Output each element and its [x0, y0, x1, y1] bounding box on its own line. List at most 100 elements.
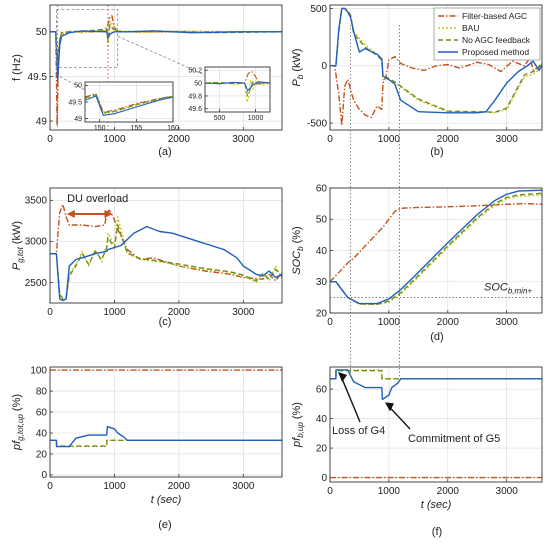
y-axis-label: f (Hz) — [11, 54, 23, 81]
x-tick-label: 3000 — [496, 134, 519, 145]
panel-d: 0 1000 2000 3000 20 30 40 50 60 SOCb (%) (d) SOCb,m… — [291, 183, 543, 343]
x-tick-label: 3000 — [496, 317, 519, 328]
y-tick-label: 49.6 — [188, 106, 202, 113]
y-tick-label: 50 — [36, 27, 48, 38]
x-tick-label: 1000 — [103, 134, 126, 145]
y-tick-label: 49.5 — [28, 72, 48, 83]
series-line-no_agc — [205, 81, 270, 97]
x-tick-label: 2000 — [168, 134, 191, 145]
y-tick-label: 49.8 — [188, 93, 202, 100]
y-tick-label: 60 — [316, 183, 328, 194]
series-line-proposed — [50, 30, 282, 82]
y-tick-label: 40 — [316, 246, 328, 257]
x-tick-label: 2000 — [437, 317, 460, 328]
x-axis-label: t (sec) — [151, 494, 182, 506]
y-axis-label: Pg,tot (kW) — [11, 221, 25, 270]
x-tick-label: 1000 — [378, 134, 401, 145]
y-tick-label: 3000 — [25, 237, 48, 248]
x-tick-label: 1000 — [378, 317, 401, 328]
panel-label: (c) — [159, 316, 172, 328]
y-tick-label: 60 — [36, 407, 48, 418]
x-tick-label: 3000 — [232, 481, 255, 492]
y-tick-label: 20 — [316, 443, 328, 454]
overload-arrow-left — [66, 210, 75, 218]
threshold-label: SOCb,min+ — [484, 281, 532, 295]
y-tick-label: 20 — [316, 308, 328, 319]
y-axis-label: Pb (kW) — [291, 48, 305, 86]
axes-frame — [49, 187, 283, 304]
legend-label-filter_agc: Filter-based AGC — [462, 11, 527, 21]
inset-1: 150 155 160 49 49.5 50 — [68, 81, 179, 132]
y-tick-label: 80 — [36, 386, 48, 397]
x-tick-label: 160 — [167, 125, 179, 132]
x-tick-label: 0 — [327, 486, 333, 497]
series-line-proposed — [205, 81, 270, 92]
axes-frame — [329, 187, 543, 314]
series-line-filter_agc — [205, 70, 270, 85]
legend-label-bau: BAU — [462, 23, 479, 33]
panel-label: (e) — [158, 519, 171, 531]
panel-label: (d) — [430, 331, 443, 343]
axes-frame — [84, 81, 174, 123]
event-guides — [350, 25, 400, 377]
y-tick-label: 40 — [316, 414, 328, 425]
x-tick-label: 150 — [94, 125, 106, 132]
plot-area — [50, 367, 282, 477]
series-line-proposed — [50, 426, 282, 448]
overload-annotation: DU overload — [67, 193, 128, 205]
annotation-commitment-of-g5: Commitment of G5 — [408, 433, 500, 445]
y-tick-label: 0 — [321, 473, 327, 484]
series-line-proposed — [85, 95, 173, 116]
series-line-proposed — [330, 7, 542, 114]
series-line-proposed — [50, 225, 282, 302]
y-tick-label: 50 — [316, 215, 328, 226]
x-tick-label: 3000 — [232, 134, 255, 145]
y-tick-label: -500 — [307, 118, 327, 129]
series-line-filter_agc — [330, 55, 542, 127]
axes-frame — [49, 4, 283, 131]
axes-frame — [49, 366, 283, 478]
series-line-no_agc — [85, 94, 173, 114]
panel-c: 0 1000 2000 3000 2500 3000 3500 Pg,tot (kW) (c) D… — [11, 187, 283, 328]
panel-a: 0 1000 2000 3000 49 49.5 50 f (Hz) (a) 150 155 160 4… — [11, 4, 283, 158]
y-tick-label: 40 — [36, 428, 48, 439]
x-tick-label: 3000 — [496, 486, 519, 497]
x-tick-label: 3000 — [232, 307, 255, 318]
overload-arrow-right — [104, 210, 113, 218]
y-tick-label: 49 — [36, 116, 48, 127]
axes-frame — [329, 366, 543, 483]
x-tick-label: 2000 — [437, 486, 460, 497]
y-tick-label: 2500 — [25, 278, 48, 289]
x-tick-label: 1000 — [103, 481, 126, 492]
y-tick-label: 0 — [41, 470, 47, 481]
axes-frame — [204, 66, 271, 113]
zoom-region — [56, 9, 119, 68]
x-tick-label: 500 — [214, 115, 226, 122]
x-tick-label: 0 — [47, 134, 53, 145]
x-tick-label: 1000 — [103, 307, 126, 318]
x-tick-label: 2000 — [437, 134, 460, 145]
x-tick-label: 0 — [47, 481, 53, 492]
series-line-filter_agc — [330, 202, 542, 283]
panel-label: (a) — [158, 146, 171, 158]
y-tick-label: 100 — [30, 365, 47, 376]
y-axis-label: pfb,up (%) — [291, 402, 305, 448]
series-line-bau — [330, 369, 542, 380]
y-tick-label: 60 — [316, 384, 328, 395]
y-tick-label: 20 — [36, 449, 48, 460]
legend-label-no_agc: No AGC feedback — [462, 35, 531, 45]
x-tick-label: 2000 — [168, 307, 191, 318]
y-tick-label: 50.2 — [188, 68, 202, 75]
series-line-bau — [50, 20, 282, 69]
annotation-arrow — [339, 373, 361, 423]
plot-area — [50, 188, 282, 303]
x-tick-label: 2000 — [168, 481, 191, 492]
series-line-proposed — [330, 369, 542, 401]
y-tick-label: 50 — [194, 80, 202, 87]
y-tick-label: 0 — [321, 61, 327, 72]
panel-f: 0 1000 2000 3000 0 20 40 60 pfb,up (%) t (sec) (f)… — [291, 366, 543, 538]
x-tick-label: 1000 — [248, 115, 264, 122]
y-tick-label: 49.5 — [68, 99, 82, 106]
